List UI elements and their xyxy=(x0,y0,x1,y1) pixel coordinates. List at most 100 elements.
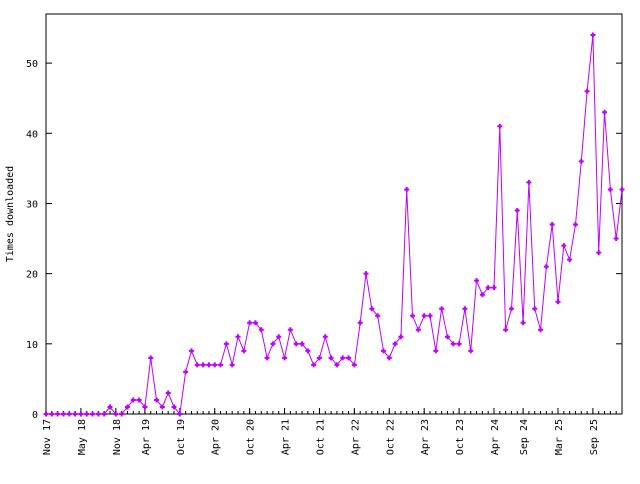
x-tick-label: Sep 24 xyxy=(519,419,530,455)
data-point xyxy=(398,334,404,340)
data-point xyxy=(287,327,293,333)
data-point xyxy=(223,341,229,347)
data-point xyxy=(456,341,462,347)
data-point xyxy=(316,355,322,361)
x-tick-label: Oct 23 xyxy=(455,419,466,455)
data-point xyxy=(136,397,142,403)
data-point xyxy=(514,207,520,213)
y-tick-label: 50 xyxy=(26,59,38,70)
data-point xyxy=(148,355,154,361)
x-axis: Nov 17 May 18 Nov 18 Apr 19 Oct 19 Apr 20 Oct … xyxy=(42,408,623,455)
data-point xyxy=(607,186,613,192)
y-tick-label: 30 xyxy=(26,199,38,210)
data-point xyxy=(90,411,96,417)
data-point xyxy=(299,341,305,347)
data-point xyxy=(165,390,171,396)
data-point xyxy=(229,362,235,368)
x-tick-label: Oct 22 xyxy=(385,419,396,455)
data-point xyxy=(340,355,346,361)
data-point xyxy=(159,404,165,410)
data-point xyxy=(188,348,194,354)
data-point xyxy=(526,179,532,185)
data-point xyxy=(218,362,224,368)
data-point xyxy=(485,285,491,291)
data-point xyxy=(247,320,253,326)
data-point xyxy=(410,313,416,319)
data-point xyxy=(66,411,72,417)
data-point xyxy=(235,334,241,340)
x-tick-label: Apr 23 xyxy=(420,419,431,455)
data-point xyxy=(508,306,514,312)
data-points xyxy=(43,32,625,417)
x-tick-label: Oct 21 xyxy=(315,419,326,455)
data-point xyxy=(555,299,561,305)
data-point xyxy=(293,341,299,347)
data-point xyxy=(72,411,78,417)
data-point xyxy=(444,334,450,340)
y-tick-label: 0 xyxy=(32,410,38,421)
data-point xyxy=(322,334,328,340)
data-point xyxy=(124,404,130,410)
data-point xyxy=(305,348,311,354)
data-point xyxy=(578,158,584,164)
data-point xyxy=(433,348,439,354)
y-axis-label: Times downloaded xyxy=(5,166,16,262)
x-tick-label: Apr 24 xyxy=(490,419,501,455)
data-point xyxy=(252,320,258,326)
data-point xyxy=(276,334,282,340)
data-point xyxy=(130,397,136,403)
data-point xyxy=(95,411,101,417)
x-tick-label: Oct 19 xyxy=(176,419,187,455)
data-point xyxy=(357,320,363,326)
data-point xyxy=(421,313,427,319)
data-point xyxy=(258,327,264,333)
data-point xyxy=(206,362,212,368)
y-axis: 0 10 20 30 40 50 xyxy=(26,59,622,421)
data-point xyxy=(113,411,119,417)
data-point xyxy=(479,292,485,298)
data-point xyxy=(241,348,247,354)
data-point xyxy=(346,355,352,361)
data-point xyxy=(183,369,189,375)
data-point xyxy=(375,313,381,319)
x-tick-label: Mar 25 xyxy=(554,419,565,455)
data-point xyxy=(462,306,468,312)
data-point xyxy=(386,355,392,361)
data-point xyxy=(84,411,90,417)
x-tick-label: Apr 20 xyxy=(211,419,222,455)
x-tick-label: May 18 xyxy=(77,419,88,455)
data-point xyxy=(200,362,206,368)
data-point xyxy=(427,313,433,319)
data-point xyxy=(60,411,66,417)
y-tick-label: 40 xyxy=(26,129,38,140)
plot-frame xyxy=(45,13,623,415)
data-point xyxy=(497,123,503,129)
data-point xyxy=(212,362,218,368)
data-point xyxy=(439,306,445,312)
data-point xyxy=(101,411,107,417)
data-point xyxy=(602,109,608,115)
data-point xyxy=(596,250,602,256)
data-point xyxy=(363,271,369,277)
data-point xyxy=(619,186,625,192)
data-point xyxy=(450,341,456,347)
data-point xyxy=(142,404,148,410)
series-line xyxy=(46,35,623,416)
data-point xyxy=(55,411,61,417)
x-tick-label: Apr 21 xyxy=(281,419,292,455)
data-point xyxy=(532,306,538,312)
data-point xyxy=(474,278,480,284)
data-point xyxy=(264,355,270,361)
x-tick-label: Oct 20 xyxy=(246,419,257,455)
x-tick-label: Nov 17 xyxy=(42,419,53,455)
data-point xyxy=(415,327,421,333)
data-point xyxy=(194,362,200,368)
data-point xyxy=(107,404,113,410)
data-point xyxy=(154,397,160,403)
x-tick-label: Sep 25 xyxy=(589,419,600,455)
data-point xyxy=(520,320,526,326)
x-tick-label: Nov 18 xyxy=(112,419,123,455)
data-point xyxy=(543,264,549,270)
data-point xyxy=(491,285,497,291)
